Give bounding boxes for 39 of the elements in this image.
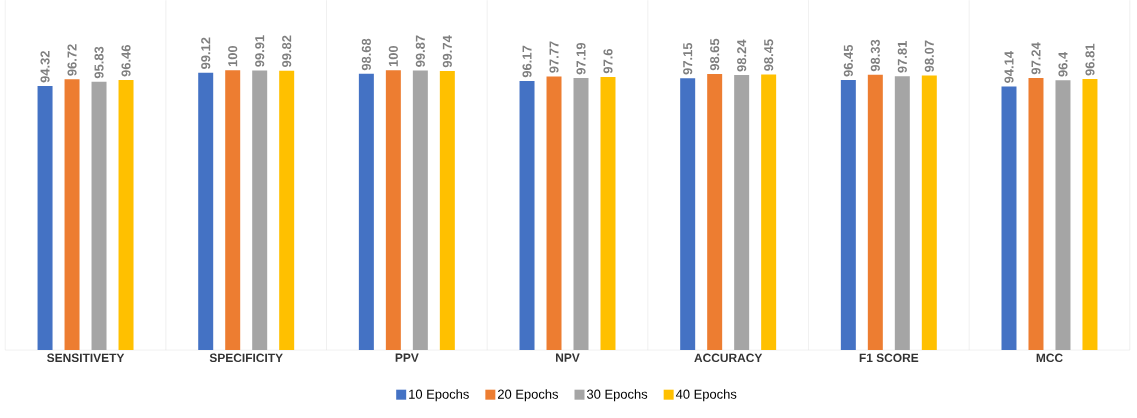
data-label: 98.24 <box>737 39 747 72</box>
data-label: 98.45 <box>764 39 774 71</box>
data-label: 94.32 <box>40 50 50 83</box>
data-label: 96.17 <box>522 45 532 78</box>
data-label: 96.81 <box>1085 43 1095 76</box>
x-tick-label: NPV <box>556 353 580 362</box>
data-label: 99.74 <box>442 35 452 68</box>
data-label: 97.19 <box>576 42 586 75</box>
x-tick-label: MCC <box>1036 353 1063 362</box>
data-label: 98.68 <box>361 38 371 71</box>
data-label: 100 <box>388 45 398 67</box>
data-label: 94.14 <box>1004 50 1014 83</box>
data-label: 97.77 <box>549 41 559 73</box>
x-tick-label: F1 SCORE <box>859 353 919 362</box>
data-label: 96.4 <box>1058 51 1068 77</box>
legend-label: 10 Epochs <box>409 389 469 402</box>
data-label: 99.91 <box>255 35 265 67</box>
data-label: 98.65 <box>710 38 720 71</box>
data-label: 98.07 <box>924 40 934 72</box>
data-label: 97.24 <box>1031 42 1041 75</box>
data-label: 99.12 <box>201 37 211 69</box>
legend-label: 20 Epochs <box>497 389 559 402</box>
legend-label: 30 Epochs <box>586 389 648 402</box>
data-label: 99.82 <box>282 35 292 67</box>
data-label: 96.46 <box>121 44 131 77</box>
x-tick-label: SENSITIVETY <box>47 353 125 362</box>
data-label: 97.81 <box>897 40 907 73</box>
x-tick-label: ACCURACY <box>694 353 763 362</box>
data-label: 96.45 <box>843 44 853 77</box>
x-tick-label: SPECIFICITY <box>209 353 283 362</box>
data-label: 98.33 <box>870 39 880 72</box>
data-label: 99.87 <box>415 35 425 67</box>
legend-label: 40 Epochs <box>675 389 737 402</box>
data-label: 97.15 <box>683 42 693 75</box>
x-tick-label: PPV <box>395 353 419 362</box>
data-label: 100 <box>228 45 238 67</box>
data-label: 96.72 <box>67 44 77 76</box>
data-label: 97.6 <box>603 48 613 74</box>
data-label: 95.83 <box>94 46 104 79</box>
